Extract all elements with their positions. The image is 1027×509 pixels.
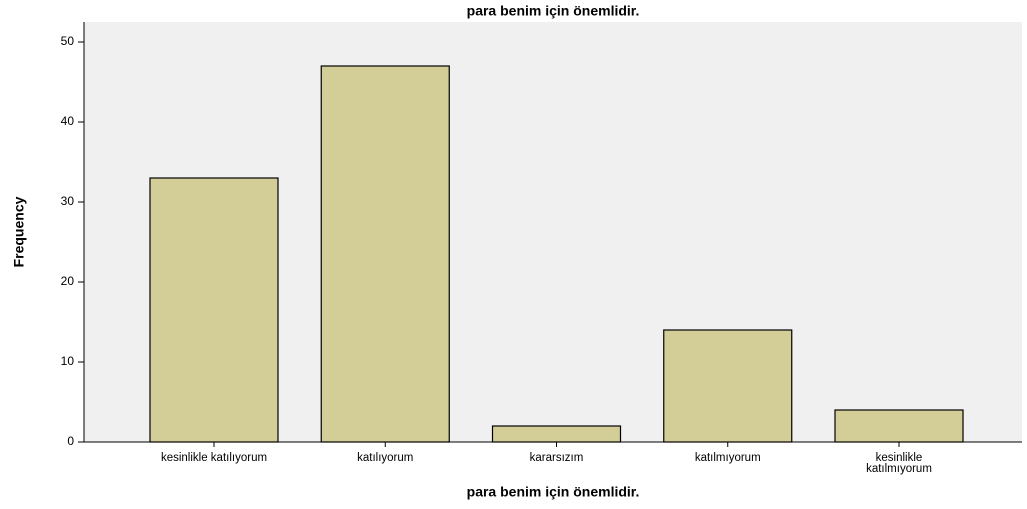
y-tick-label: 30 bbox=[61, 194, 75, 208]
x-tick-label: katılıyorum bbox=[357, 452, 414, 464]
x-tick-label: kararsızım bbox=[529, 452, 584, 464]
bar bbox=[491, 425, 622, 443]
y-axis-label: Frequency bbox=[11, 196, 27, 267]
x-tick-label: kesinlikle katılmıyorum bbox=[866, 452, 932, 475]
x-tick-label: katılmıyorum bbox=[694, 452, 761, 464]
bar bbox=[834, 409, 964, 443]
y-tick-label: 20 bbox=[61, 274, 75, 288]
bar bbox=[320, 65, 450, 443]
x-tick-label: kesinlikle katılıyorum bbox=[160, 452, 268, 464]
y-tick-label: 10 bbox=[61, 354, 75, 368]
bar bbox=[663, 329, 793, 443]
y-tick-label: 50 bbox=[61, 34, 75, 48]
chart-title: para benim için önemlidir. bbox=[467, 3, 640, 19]
y-tick-label: 40 bbox=[61, 114, 75, 128]
bar bbox=[149, 177, 279, 443]
x-axis-label: para benim için önemlidir. bbox=[467, 484, 640, 500]
y-tick-label: 0 bbox=[67, 434, 74, 448]
